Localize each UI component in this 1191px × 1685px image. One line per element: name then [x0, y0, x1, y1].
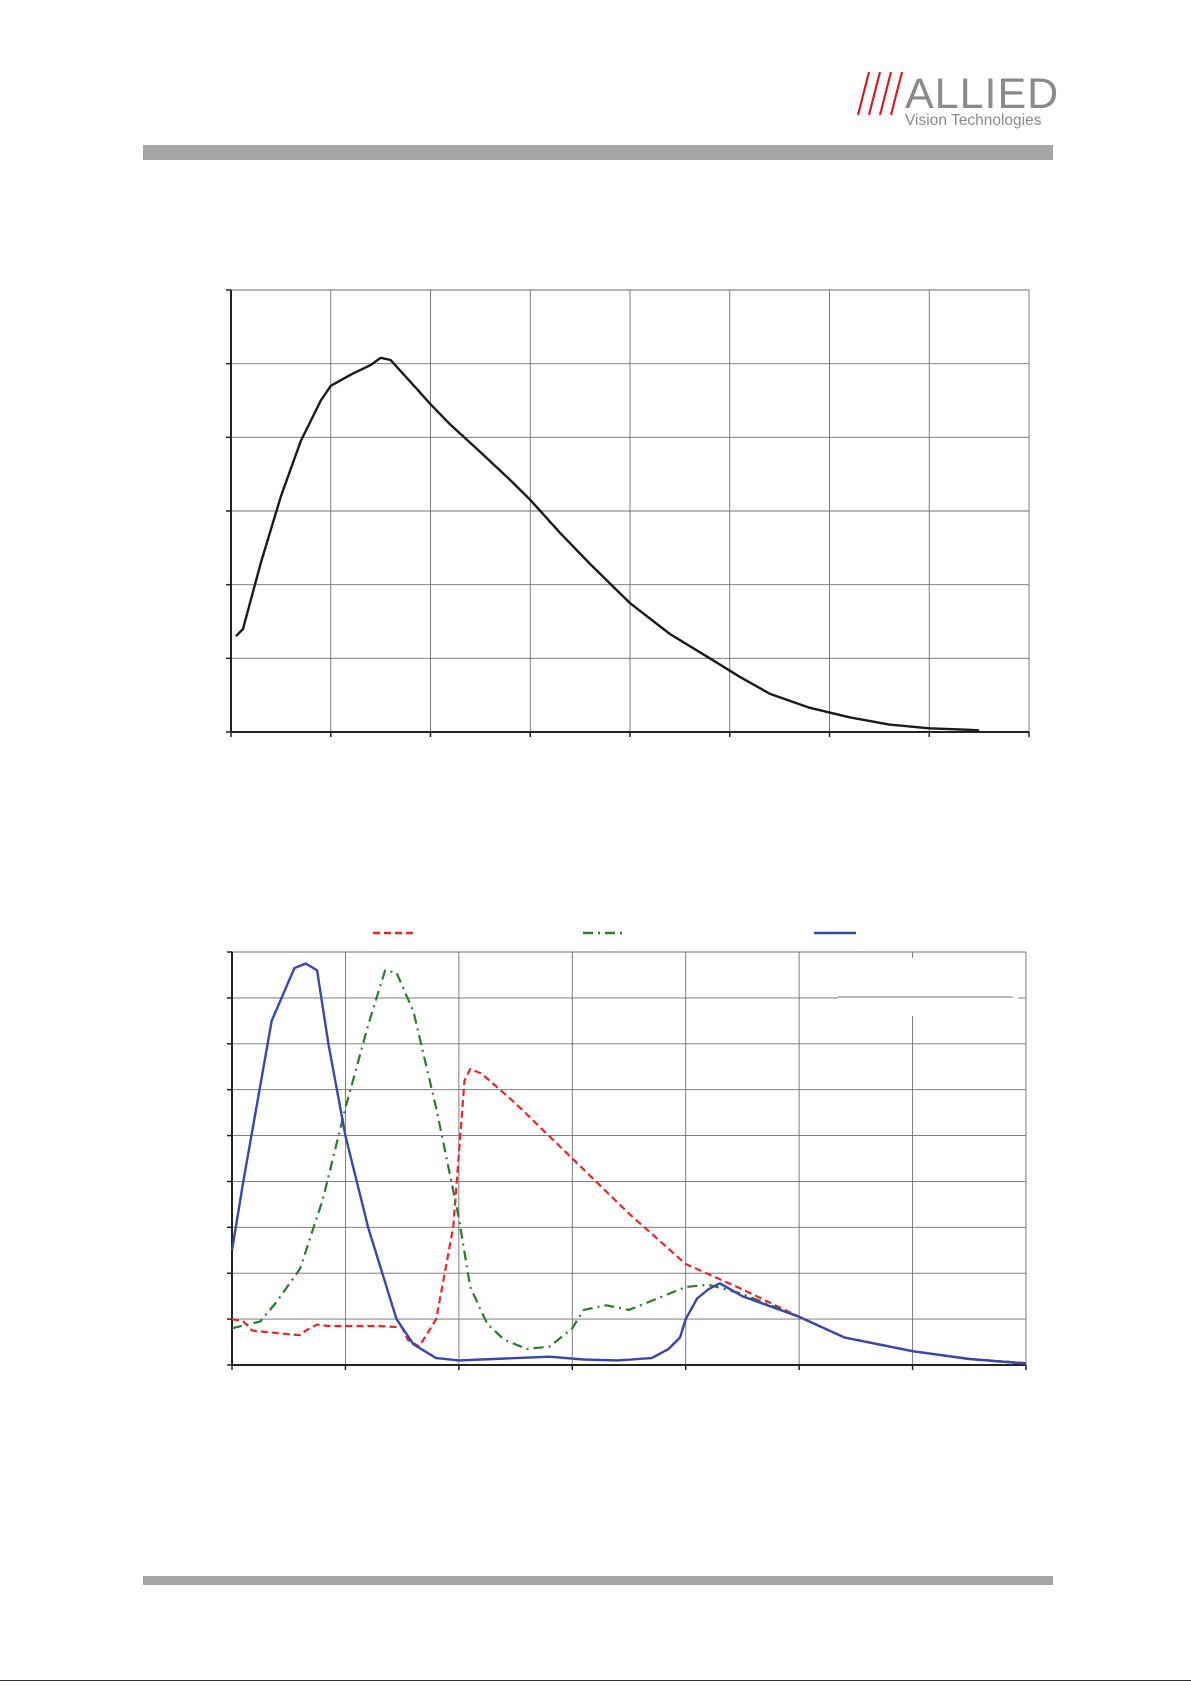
logo-slash-marks — [856, 71, 903, 116]
chart1-legend-box — [930, 295, 1025, 355]
chart1-series-0-line — [235, 356, 980, 732]
chart2-legend-box — [838, 958, 1018, 1016]
chart2-series-2-line — [230, 962, 1027, 1365]
header-rule — [143, 145, 1053, 160]
company-logo: ALLIED Vision Technologies — [855, 70, 1058, 132]
chart2-series-1-line — [231, 969, 1027, 1365]
logo-slash-3 — [878, 71, 893, 116]
logo-wordmark: ALLIED — [905, 70, 1060, 118]
logo-slash-4 — [889, 71, 903, 116]
spectral-response-chart-mono — [226, 289, 1030, 737]
page-bottom-line — [0, 1680, 1191, 1681]
logo-slash-1 — [856, 71, 871, 116]
logo-slash-2 — [867, 71, 882, 116]
chart1-grid — [231, 289, 1030, 732]
spectral-response-chart-color — [227, 931, 1028, 1370]
footer-rule — [143, 1576, 1053, 1585]
logo-subtitle: Vision Technologies — [905, 112, 1042, 129]
